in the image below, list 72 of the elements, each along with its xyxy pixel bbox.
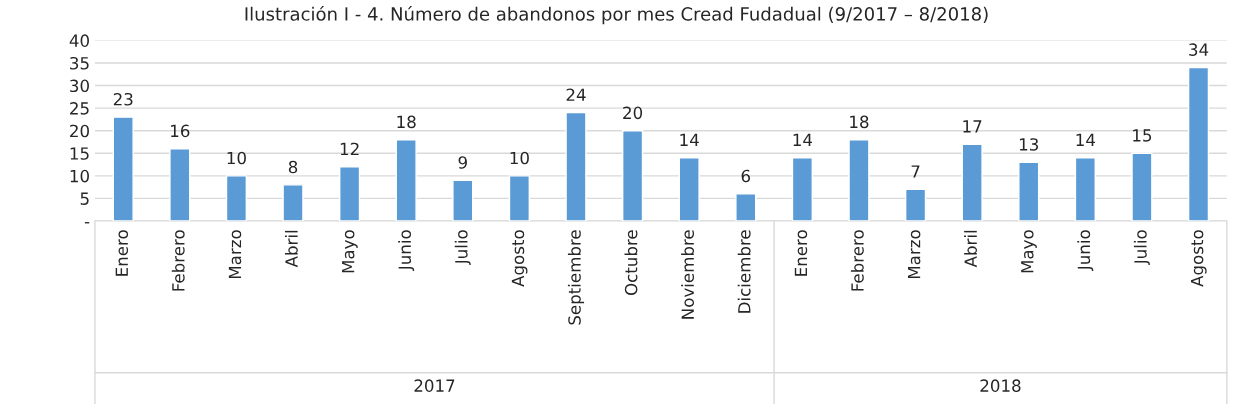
bar <box>169 148 191 221</box>
bar <box>1187 66 1210 221</box>
bar <box>735 193 757 221</box>
bar <box>339 166 361 221</box>
x-tick-label: Agosto <box>1190 230 1207 287</box>
data-label: 13 <box>1019 138 1039 151</box>
data-label: 7 <box>911 165 920 178</box>
bar <box>1074 157 1096 221</box>
data-label: 16 <box>171 124 190 138</box>
x-tick-label: Diciembre <box>737 230 751 313</box>
bar <box>452 179 474 221</box>
chart-title: Ilustración I - 4. Número de abandonos por mes Cread Fudadual (9/2017 – 8/2018) <box>245 6 988 25</box>
bar <box>904 188 927 221</box>
x-tick-label: Septiembre <box>567 230 585 325</box>
x-tick-label: Octubre <box>624 230 638 296</box>
data-label: 24 <box>566 88 586 101</box>
x-tick-label: Enero <box>794 230 808 276</box>
x-tick-label: Enero <box>115 230 129 276</box>
y-tick-label: 5 <box>80 192 89 205</box>
bar <box>282 184 304 221</box>
x-tick-label: Julio <box>454 230 471 266</box>
y-tick-label: 40 <box>69 34 89 47</box>
x-tick-label: Junio <box>1077 230 1094 272</box>
x-tick-label: Noviembre <box>681 230 695 319</box>
bar <box>565 111 587 221</box>
data-label: 14 <box>680 133 699 146</box>
data-label: 17 <box>963 120 982 133</box>
x-tick-label: Mayo <box>342 230 358 273</box>
bar <box>395 139 417 221</box>
x-tick-label: Abril <box>284 230 298 268</box>
data-label: 8 <box>288 160 298 174</box>
data-label: 23 <box>113 92 133 106</box>
x-tick-label: Junio <box>398 230 415 272</box>
x-tick-label: Febrero <box>850 230 864 291</box>
x-tick-label: Marzo <box>228 230 242 279</box>
data-label: 18 <box>850 115 869 129</box>
data-label: 10 <box>227 151 246 165</box>
bar <box>1018 161 1040 221</box>
y-tick-label: 30 <box>70 79 89 93</box>
x-tick-label: Agosto <box>511 230 528 287</box>
text: 2017 <box>414 379 455 392</box>
data-label: 18 <box>397 115 416 129</box>
bar <box>848 139 870 221</box>
data-label: 14 <box>1076 133 1096 146</box>
bar <box>112 116 134 221</box>
y-tick-label: 15 <box>70 147 89 160</box>
bar <box>678 157 700 221</box>
y-tick-label: 10 <box>70 169 89 183</box>
bar <box>791 157 813 221</box>
data-label: 10 <box>510 151 529 165</box>
data-label: 6 <box>741 169 751 183</box>
x-tick-label: Abril <box>964 230 977 268</box>
data-label: 9 <box>458 156 467 169</box>
x-tick-label: Julio <box>1133 230 1150 266</box>
bar <box>1131 152 1153 221</box>
x-tick-label: Mayo <box>1021 230 1037 273</box>
data-label: 20 <box>623 106 643 120</box>
bar <box>225 175 248 221</box>
y-tick-label: - <box>84 222 90 224</box>
bar <box>621 129 644 221</box>
x-tick-label: Marzo <box>908 230 921 279</box>
x-tick-label: Febrero <box>171 230 185 291</box>
y-tick-label: 35 <box>70 56 89 70</box>
data-label: 14 <box>793 133 813 146</box>
y-tick-label: 20 <box>70 124 89 138</box>
bar <box>961 143 983 221</box>
bar <box>508 175 531 221</box>
data-label: 34 <box>1189 43 1209 56</box>
data-label: 15 <box>1133 129 1152 142</box>
data-label: 12 <box>340 142 359 156</box>
y-tick-label: 25 <box>70 102 89 115</box>
text: 2018 <box>980 379 1021 392</box>
